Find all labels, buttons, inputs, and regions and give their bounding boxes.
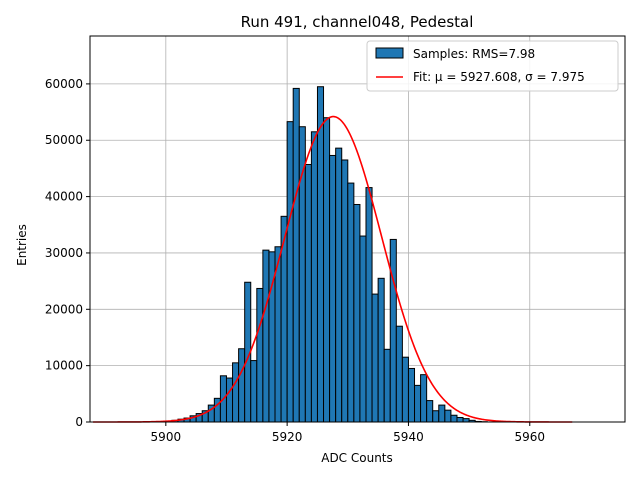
histogram-bar xyxy=(310,131,318,423)
histogram-bar xyxy=(335,147,343,423)
y-tick-label: 40000 xyxy=(45,190,83,204)
histogram-bar xyxy=(353,203,361,423)
histogram-bar xyxy=(401,356,409,423)
y-tick-label: 50000 xyxy=(45,133,83,147)
y-tick-label: 20000 xyxy=(45,302,83,316)
histogram-bar xyxy=(383,348,391,423)
histogram-bar xyxy=(329,154,337,423)
legend-box xyxy=(366,40,619,92)
histogram-bar xyxy=(426,400,434,423)
histogram-bar xyxy=(225,377,234,423)
y-axis-label: Entries xyxy=(15,224,29,266)
x-tick-label: 5900 xyxy=(151,430,182,444)
histogram-bar xyxy=(316,86,325,423)
histogram-bar xyxy=(407,367,416,423)
legend-fit-label: Fit: μ = 5927.608, σ = 7.975 xyxy=(413,70,585,84)
legend-histogram-label: Samples: RMS=7.98 xyxy=(413,47,535,61)
y-tick-label: 30000 xyxy=(45,246,83,260)
x-tick-label: 5920 xyxy=(272,430,303,444)
histogram-bars xyxy=(165,86,488,423)
histogram-bar xyxy=(371,293,379,423)
histogram-bar xyxy=(323,117,331,423)
x-axis-ticks: 5900 5920 5940 5960 xyxy=(151,422,545,444)
histogram-bar xyxy=(414,384,422,423)
histogram-bar xyxy=(286,121,294,423)
y-tick-label: 60000 xyxy=(45,77,83,91)
x-axis-label: ADC Counts xyxy=(321,451,393,465)
histogram-bar xyxy=(341,159,349,423)
histogram-bar xyxy=(292,87,300,423)
histogram-bar xyxy=(438,404,446,423)
histogram-bar xyxy=(395,325,403,423)
x-tick-label: 5960 xyxy=(514,430,545,444)
histogram-bar xyxy=(365,187,373,423)
histogram-bar xyxy=(432,410,440,423)
histogram-bar xyxy=(304,163,312,423)
legend-histogram-swatch xyxy=(375,47,404,59)
histogram-bar xyxy=(456,416,464,423)
histogram-bar xyxy=(347,182,355,423)
histogram-bar xyxy=(238,348,246,423)
histogram-bar xyxy=(389,238,397,423)
histogram-bar xyxy=(359,235,367,423)
x-tick-label: 5940 xyxy=(393,430,424,444)
histogram-bar xyxy=(420,374,428,423)
y-tick-label: 0 xyxy=(75,415,83,429)
legend: Samples: RMS=7.98 Fit: μ = 5927.608, σ =… xyxy=(366,40,619,92)
fit-curve-group xyxy=(93,115,573,423)
histogram-bar xyxy=(256,287,264,423)
histogram-bar xyxy=(444,409,452,423)
y-axis-ticks: 0 10000 20000 30000 40000 50000 60000 xyxy=(45,77,90,429)
plot-frame xyxy=(89,35,626,423)
histogram-bar xyxy=(262,249,270,423)
histogram-bar xyxy=(250,360,258,423)
histogram-bar xyxy=(232,362,240,423)
histogram-bar xyxy=(450,414,458,423)
histogram-bar xyxy=(377,277,385,423)
y-tick-label: 10000 xyxy=(45,359,83,373)
chart-title: Run 491, channel048, Pedestal xyxy=(241,13,474,31)
histogram-bar xyxy=(462,418,470,423)
fit-curve xyxy=(93,115,573,423)
